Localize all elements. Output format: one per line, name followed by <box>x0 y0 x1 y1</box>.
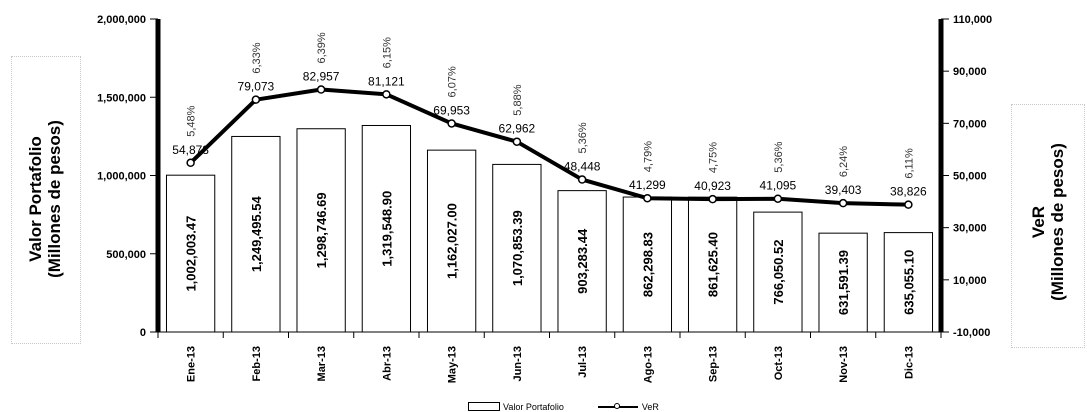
bar-value-label: 631,591.39 <box>836 250 851 315</box>
ver-percent-label: 6,24% <box>838 146 850 177</box>
bar <box>753 211 803 333</box>
ver-marker <box>577 175 587 184</box>
y2-tick-label: 50,000 <box>953 171 987 183</box>
x-tick-label: Nov-13 <box>838 346 850 383</box>
x-tick-label: Dic-13 <box>903 346 915 379</box>
y2-axis-title-box <box>1011 104 1085 348</box>
bar <box>165 174 216 333</box>
ver-marker <box>904 200 913 209</box>
y2-tick-label: 110,000 <box>953 14 992 26</box>
x-tick-label: Ene-13 <box>186 346 198 382</box>
ver-percent-label: 6,11% <box>903 148 915 179</box>
y2-tick-label: 30,000 <box>953 223 987 235</box>
bar-value-label: 903,283.44 <box>575 228 590 294</box>
ver-value-label: 69,953 <box>433 103 470 117</box>
ver-marker <box>838 198 848 208</box>
y-tick-label: 1,000,000 <box>97 171 146 183</box>
ver-percent-label: 6,15% <box>381 37 393 68</box>
ver-marker <box>186 158 195 168</box>
bar <box>818 232 868 333</box>
bar-value-label: 862,298.83 <box>640 232 655 297</box>
bar-value-label: 1,249,495.54 <box>249 196 264 273</box>
ver-marker <box>643 193 652 203</box>
bar-value-label: 1,298,746.69 <box>314 192 329 268</box>
legend-line-swatch <box>597 402 638 409</box>
x-tick-label: Mar-13 <box>316 346 328 381</box>
bar <box>622 196 673 333</box>
y-tick-label: 500,000 <box>106 249 146 261</box>
bar <box>426 149 477 333</box>
bar <box>361 124 412 333</box>
bar-value-label: 1,002,003.47 <box>184 216 199 292</box>
legend-label-ver: VeR <box>641 401 659 412</box>
y2-tick-label: 70,000 <box>953 118 987 130</box>
ver-value-label: 82,957 <box>303 70 340 84</box>
x-tick-label: Jun-13 <box>512 346 524 381</box>
y2-tick-label: 90,000 <box>953 66 987 78</box>
ver-marker <box>708 194 717 204</box>
y-tick-label: 0 <box>140 327 146 339</box>
x-tick-label: Ago-13 <box>642 346 654 383</box>
legend-label-valor-portafolio: Valor Portafolio <box>503 401 564 412</box>
bar-value-label: 766,050.52 <box>771 240 786 305</box>
x-tick-label: Abr-13 <box>381 346 393 381</box>
ver-value-label: 39,403 <box>825 183 862 197</box>
ver-marker <box>382 90 391 99</box>
x-tick-label: Feb-13 <box>251 346 263 381</box>
ver-percent-label: 4,75% <box>708 142 720 173</box>
bar <box>492 163 542 333</box>
ver-percent-label: 6,07% <box>447 66 459 97</box>
ver-percent-label: 5,48% <box>186 105 198 136</box>
ver-value-label: 54,878 <box>172 143 209 157</box>
ver-marker <box>447 119 456 128</box>
bar <box>557 190 607 333</box>
bar <box>883 232 934 333</box>
ver-percent-label: 6,39% <box>316 32 328 63</box>
bar-value-label: 635,055.10 <box>901 250 916 315</box>
bar-value-label: 1,319,548.90 <box>379 191 394 267</box>
y-tick-label: 2,000,000 <box>97 14 146 26</box>
legend-marker-icon <box>613 402 620 409</box>
ver-marker <box>316 85 326 94</box>
ver-percent-label: 5,36% <box>577 122 589 153</box>
y-axis-title-box <box>11 56 81 344</box>
legend: Valor Portafolio VeR <box>468 401 659 412</box>
bar-value-label: 861,625.40 <box>706 232 721 297</box>
ver-percent-label: 4,79% <box>642 141 654 172</box>
ver-percent-label: 5,36% <box>773 141 785 172</box>
x-tick-label: Jul-13 <box>577 346 589 378</box>
ver-percent-label: 5,88% <box>512 84 524 115</box>
ver-value-label: 38,826 <box>890 185 927 199</box>
legend-bar-swatch <box>468 402 500 411</box>
ver-marker <box>251 95 261 104</box>
x-tick-label: May-13 <box>447 346 459 383</box>
ver-value-label: 40,923 <box>694 179 731 193</box>
bar <box>231 135 281 333</box>
bar-value-label: 1,162,027.00 <box>445 203 460 279</box>
ver-line <box>189 87 909 207</box>
x-tick-label: Sep-13 <box>708 346 720 382</box>
ver-value-label: 41,095 <box>760 179 797 193</box>
ver-value-label: 41,299 <box>629 178 666 192</box>
ver-value-label: 48,448 <box>564 160 601 174</box>
bar-value-label: 1,070,853.39 <box>510 210 525 286</box>
ver-percent-label: 6,33% <box>251 42 263 73</box>
y-tick-label: 1,500,000 <box>97 92 146 104</box>
ver-value-label: 62,962 <box>499 122 536 136</box>
bar <box>296 128 346 333</box>
x-tick-label: Oct-13 <box>773 346 785 380</box>
ver-value-label: 79,073 <box>238 80 275 94</box>
ver-value-label: 81,121 <box>368 74 405 88</box>
y2-tick-label: -10,000 <box>953 327 990 339</box>
y2-tick-label: 10,000 <box>953 275 987 287</box>
bar <box>687 196 738 333</box>
ver-marker <box>773 194 783 203</box>
ver-marker <box>512 137 522 146</box>
